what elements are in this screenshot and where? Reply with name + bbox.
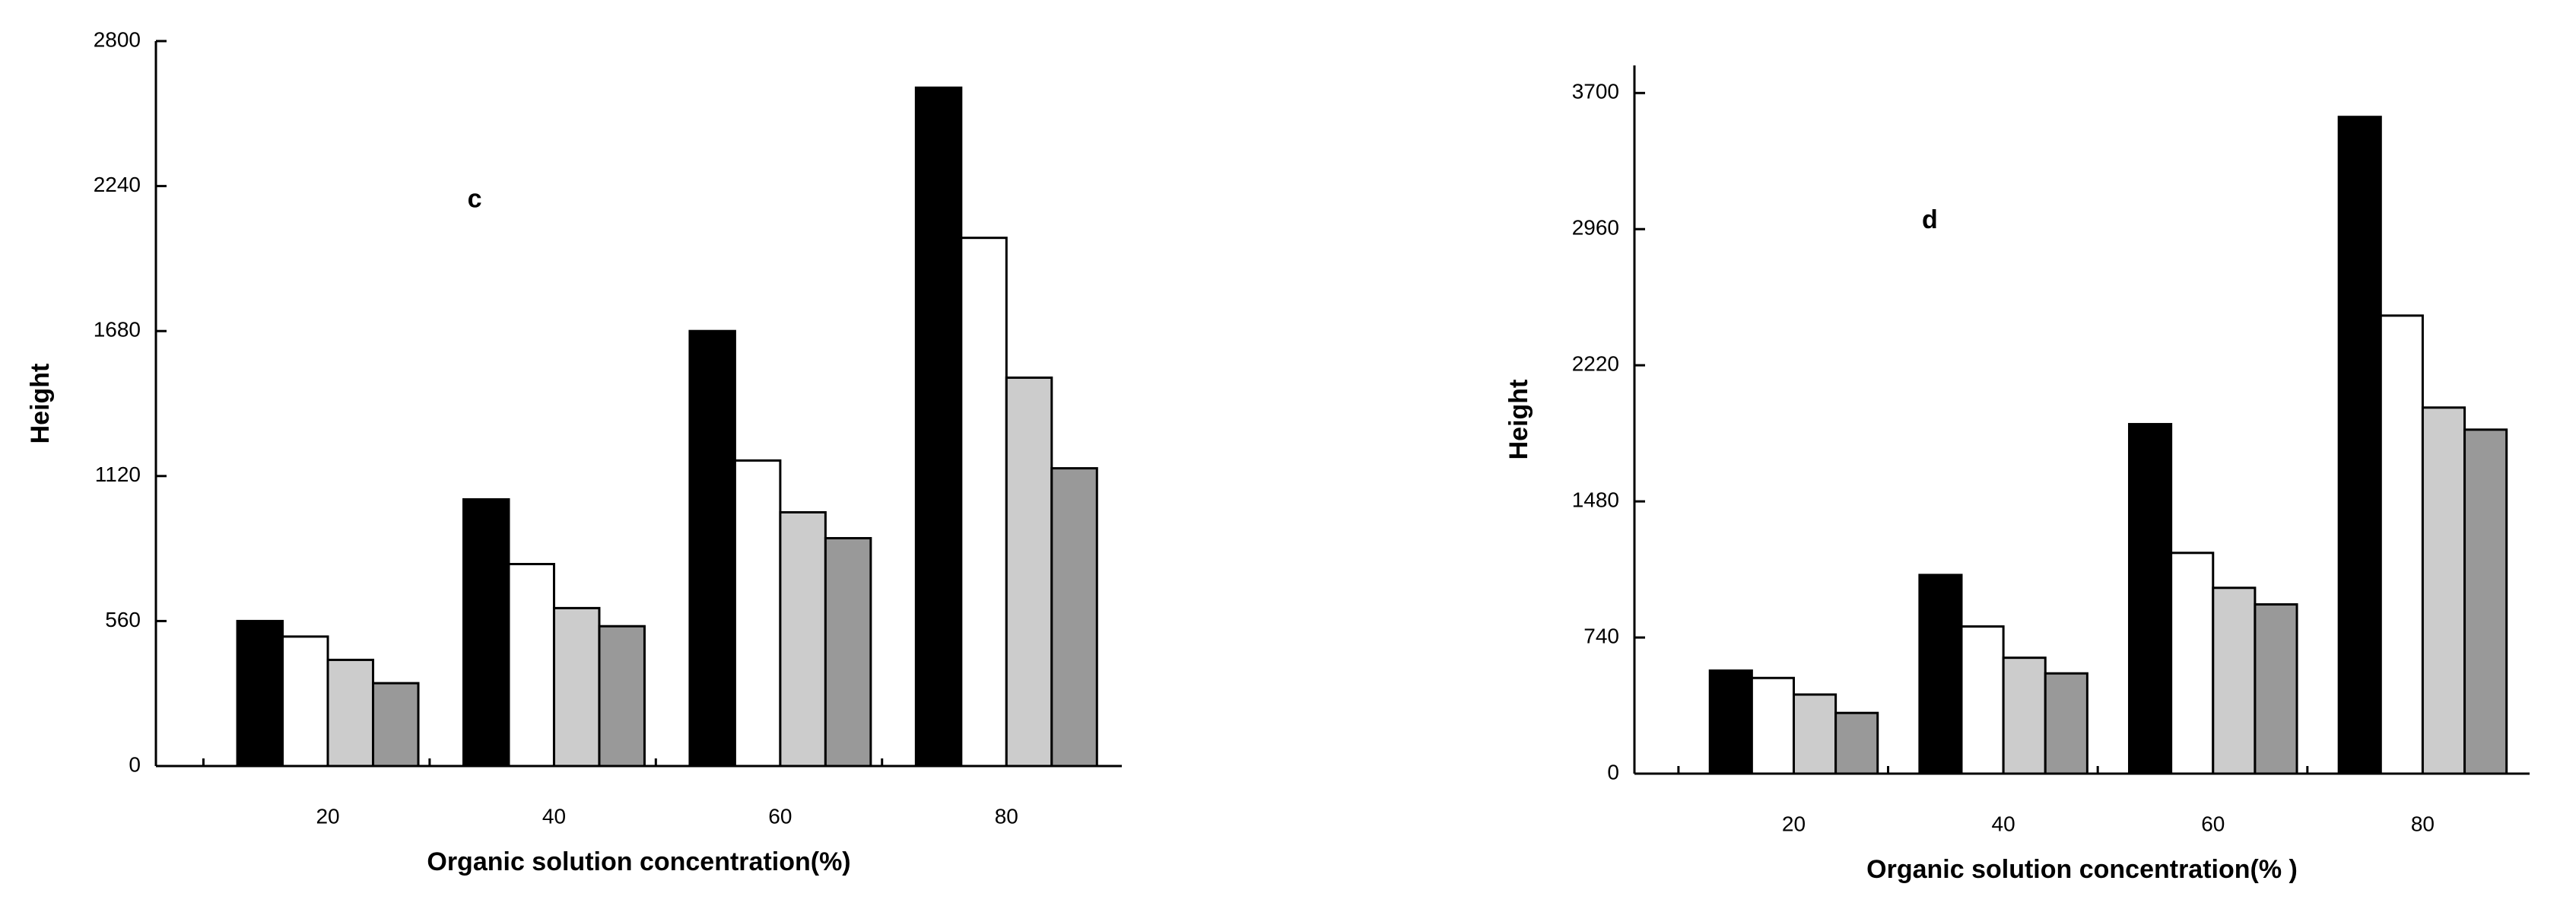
bar (236, 619, 284, 768)
bar (1960, 625, 2005, 775)
y-tick-label: 2960 (1572, 216, 1619, 240)
y-tick-label: 1480 (1572, 488, 1619, 511)
bar (824, 536, 872, 768)
y-tick-label: 560 (105, 608, 141, 631)
bar (552, 606, 601, 768)
x-tick-label: 60 (2201, 812, 2225, 835)
bar (688, 329, 736, 768)
bar (960, 237, 1008, 768)
x-tick-label: 40 (542, 804, 566, 828)
y-tick-label: 2220 (1572, 352, 1619, 376)
bar (1005, 376, 1053, 768)
bar (281, 635, 329, 768)
y-tick-label: 740 (1583, 624, 1619, 647)
bar (1050, 467, 1098, 768)
chart: 20 40 60 80 0 740 1480 2220 2960 3700 d Organic sol… (1504, 65, 2530, 884)
chart: 20 40 60 80 0 560 1120 1680 2240 2800 c Organic sol… (26, 27, 1122, 876)
bar (462, 498, 510, 768)
x-axis-label: Organic solution concentration(% ) (1866, 855, 2298, 884)
y-tick-label: 3700 (1572, 80, 1619, 103)
bar (1750, 676, 1795, 775)
bar (2254, 603, 2298, 775)
bar (779, 510, 827, 768)
annotation: c (468, 185, 482, 214)
x-tick-label: 80 (2411, 812, 2435, 835)
annotation: d (1922, 205, 1938, 234)
bar (2379, 314, 2424, 775)
bar (733, 459, 782, 768)
y-tick-label: 1680 (94, 318, 141, 342)
y-tick-label: 2240 (94, 173, 141, 196)
bar (1918, 574, 1963, 775)
y-axis-label: Height (1504, 380, 1533, 460)
x-tick-label: 60 (768, 804, 792, 828)
bar (326, 658, 375, 768)
bar (2212, 587, 2257, 775)
x-axis-label: Organic solution concentration(%) (427, 847, 850, 876)
bar (1792, 693, 1838, 775)
x-tick-label: 20 (1782, 812, 1806, 835)
y-tick-label: 1120 (95, 463, 141, 486)
bar (2044, 672, 2088, 775)
bar (372, 682, 420, 768)
bar (2463, 428, 2508, 775)
y-axis-label: Height (26, 364, 55, 444)
y-tick-label: 0 (1607, 760, 1619, 784)
bar (1708, 669, 1753, 775)
bar (1834, 711, 1879, 775)
x-tick-label: 80 (995, 804, 1018, 828)
bar (914, 86, 963, 768)
y-tick-label: 2800 (94, 27, 141, 51)
bar (2128, 423, 2173, 775)
bar (507, 563, 555, 768)
bar (2002, 656, 2047, 775)
bar (2421, 406, 2466, 775)
bar (2337, 116, 2382, 775)
x-tick-label: 20 (316, 804, 339, 828)
bar (2170, 552, 2215, 775)
x-tick-label: 40 (1992, 812, 2015, 835)
bar (598, 625, 646, 768)
y-tick-label: 0 (129, 752, 141, 776)
